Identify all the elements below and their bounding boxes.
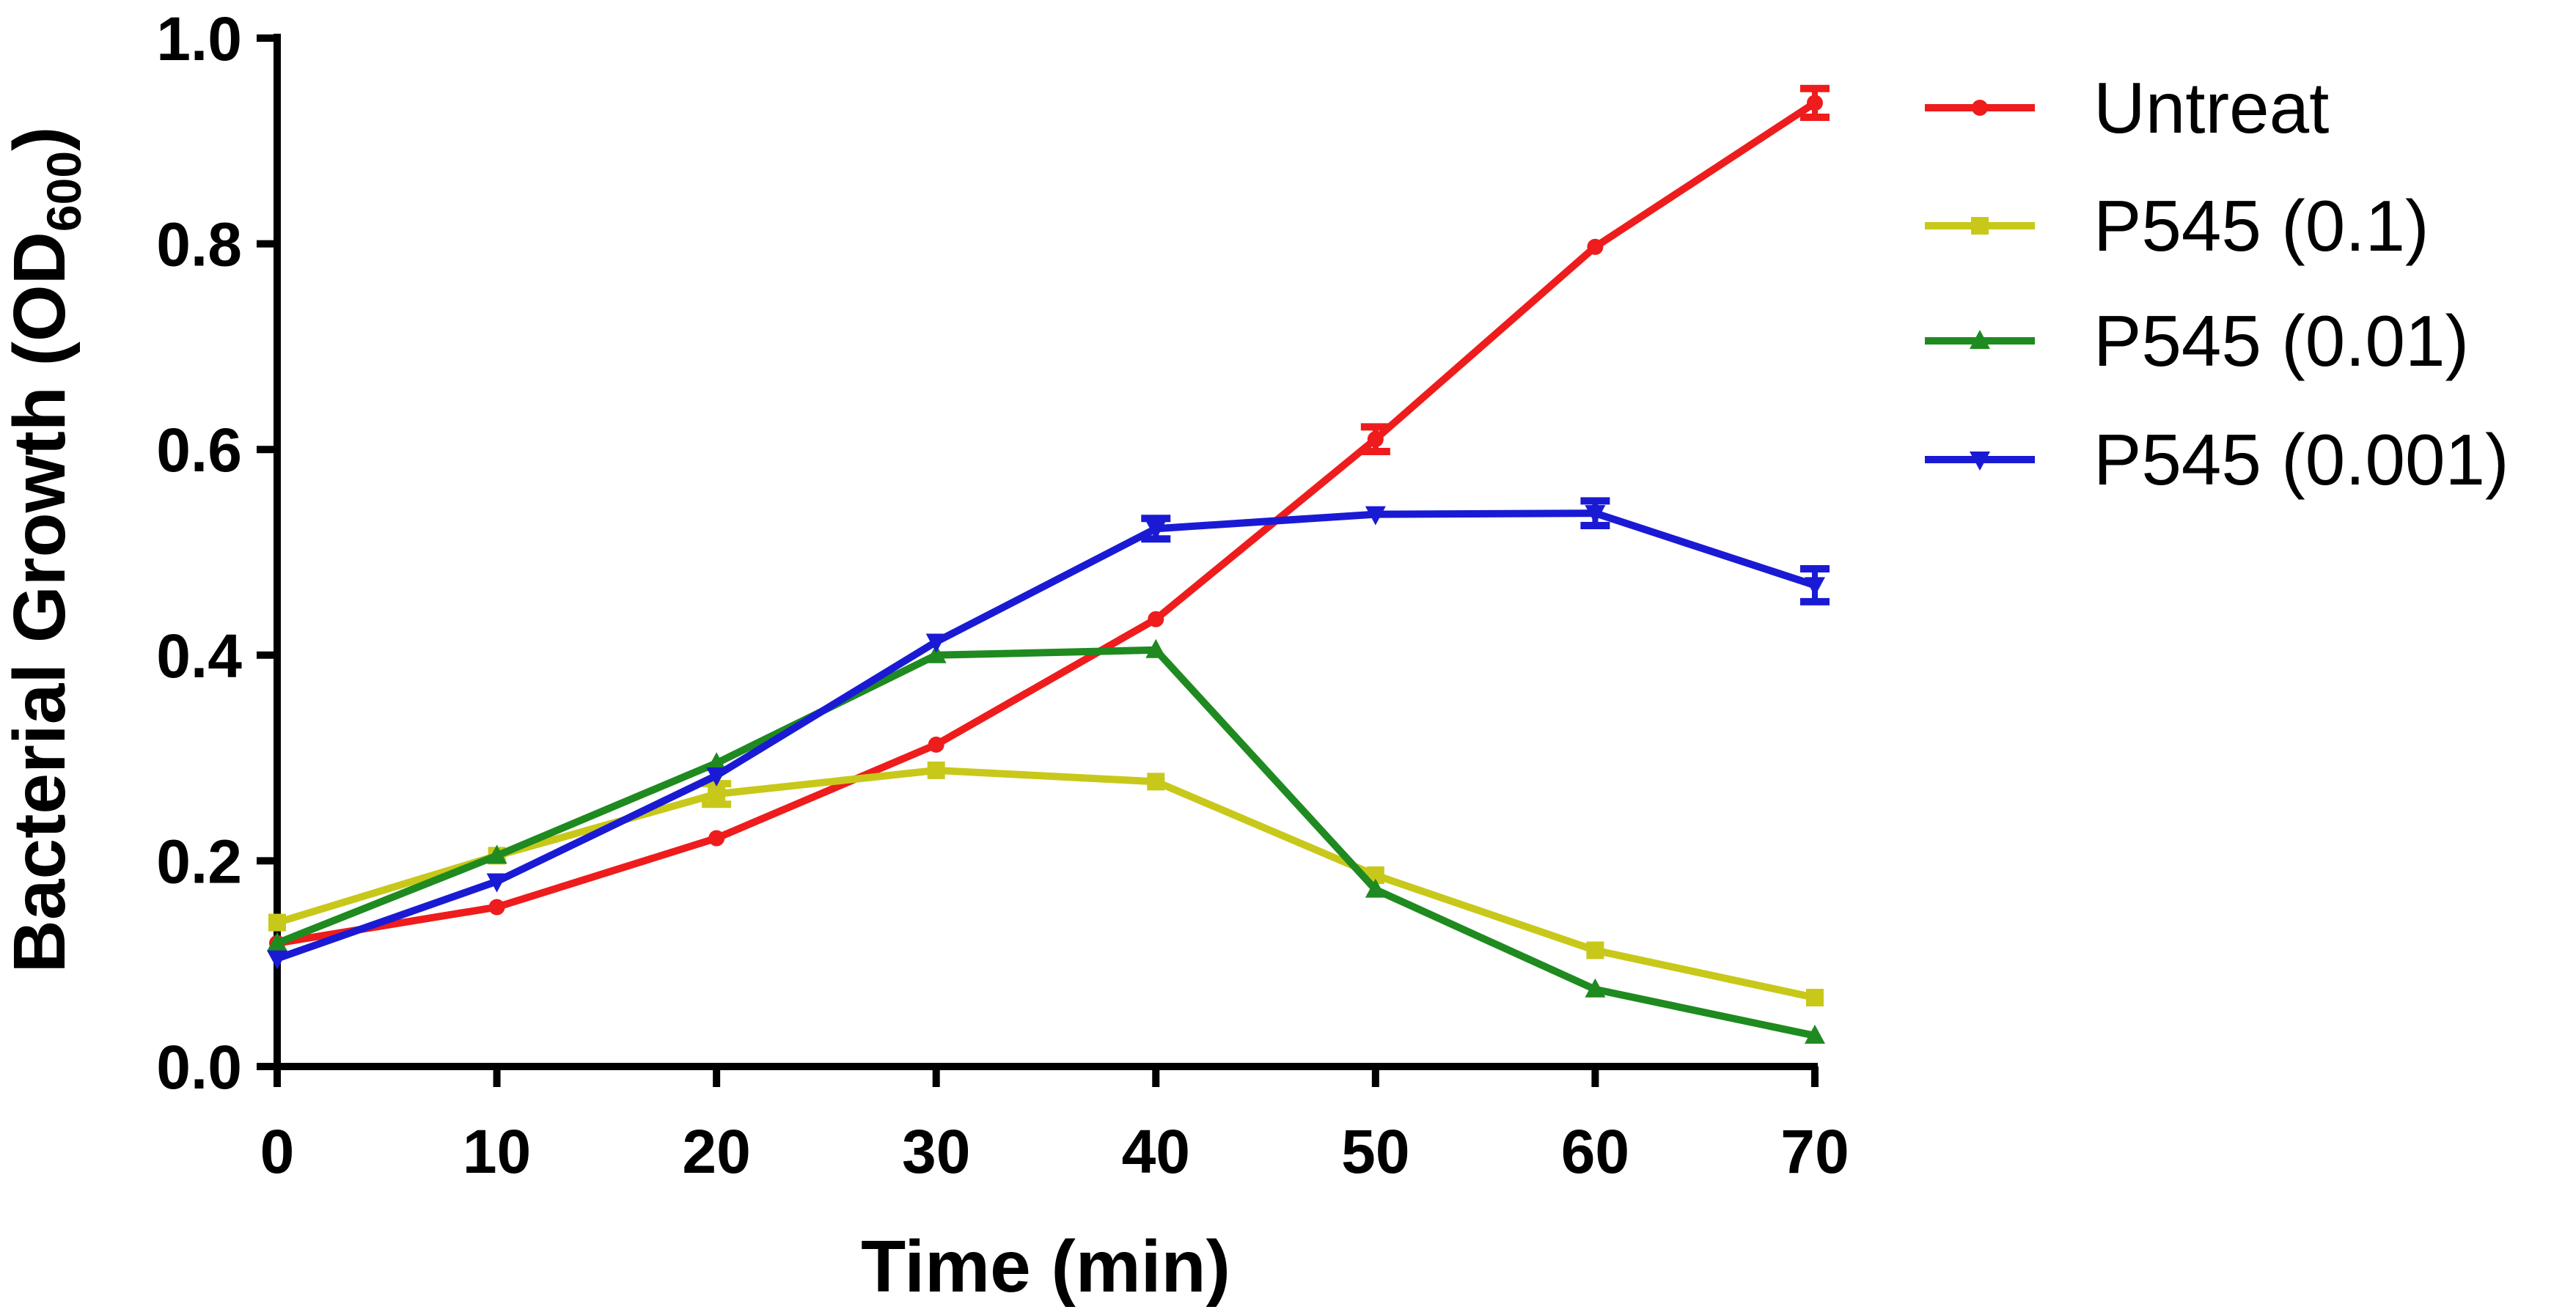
legend-label: Untreat (2094, 67, 2329, 148)
data-point (708, 830, 725, 847)
y-axis-title: Bacterial Growth (OD600) (0, 127, 91, 973)
y-tick-label: 0.8 (156, 210, 242, 279)
data-point (1587, 238, 1604, 255)
x-tick-label: 50 (1341, 1117, 1409, 1186)
data-point (1807, 95, 1823, 111)
x-ticks: 0 10 20 30 40 50 60 70 (260, 1067, 1849, 1186)
data-point (1365, 878, 1386, 898)
legend-item-2: P545 (0.01) (1925, 301, 2469, 381)
y-tick-label: 0.2 (156, 827, 242, 896)
series-1 (268, 761, 1824, 1006)
data-point (928, 736, 944, 753)
y-tick-label: 1.0 (156, 4, 242, 73)
axes (274, 34, 1818, 1070)
series-line-2 (276, 646, 1816, 1039)
data-point (268, 913, 286, 932)
data-point (1585, 978, 1606, 998)
x-tick-label: 70 (1780, 1117, 1849, 1186)
data-point (1805, 577, 1825, 597)
legend-label: P545 (0.1) (2094, 185, 2429, 266)
data-point (706, 752, 727, 772)
data-point (267, 932, 287, 951)
y-axis-title-main: Bacterial Growth (OD (0, 232, 81, 973)
data-point (267, 950, 287, 970)
series-line-0 (276, 100, 1817, 947)
data-point (1586, 941, 1604, 959)
legend-swatch-marker (1970, 330, 1990, 349)
data-point (486, 873, 507, 893)
series-0 (269, 84, 1830, 951)
x-tick-label: 10 (463, 1117, 531, 1186)
data-point (1367, 431, 1384, 448)
legend-swatch-marker (1972, 100, 1988, 116)
x-tick-label: 20 (682, 1117, 750, 1186)
legend: Untreat P545 (0.1) P545 (0.01) P545 (0.001) (1925, 67, 2509, 500)
x-tick-label: 30 (902, 1117, 970, 1186)
legend-label: P545 (0.01) (2094, 301, 2469, 381)
data-point (1805, 1024, 1825, 1044)
data-point (925, 633, 947, 653)
y-axis-title-close: ) (0, 127, 81, 151)
legend-swatch-marker (1970, 452, 1990, 471)
legend-item-1: P545 (0.1) (1925, 185, 2429, 266)
series-3 (267, 497, 1830, 970)
y-tick-label: 0.0 (156, 1033, 242, 1102)
data-point (488, 899, 505, 916)
data-point (1585, 505, 1606, 525)
data-point (1145, 638, 1167, 658)
y-tick-label: 0.4 (156, 622, 242, 690)
data-point (1806, 988, 1824, 1006)
data-point (708, 785, 726, 803)
y-ticks: 0.0 0.2 0.4 0.6 0.8 1.0 (156, 4, 277, 1102)
y-axis-title-subscript: 600 (37, 151, 91, 232)
series-line-3 (276, 509, 1816, 962)
series-layer (267, 84, 1830, 1044)
data-point (1148, 611, 1164, 627)
data-point (1145, 520, 1167, 540)
x-tick-label: 60 (1561, 1117, 1629, 1186)
data-point (927, 761, 945, 779)
data-point (1365, 506, 1386, 526)
series-2 (267, 638, 1825, 1044)
y-tick-label: 0.6 (156, 416, 242, 485)
legend-swatch-marker (1971, 217, 1989, 235)
data-point (925, 644, 947, 663)
data-point (706, 767, 727, 787)
x-axis-title: Time (min) (861, 1226, 1230, 1308)
legend-label: P545 (0.001) (2094, 419, 2509, 500)
data-point (1147, 773, 1165, 791)
series-line-1 (276, 766, 1816, 1001)
legend-item-3: P545 (0.001) (1925, 419, 2509, 500)
legend-item-0: Untreat (1925, 67, 2329, 148)
x-tick-label: 40 (1122, 1117, 1190, 1186)
data-point (486, 844, 507, 864)
x-tick-label: 0 (260, 1117, 295, 1186)
